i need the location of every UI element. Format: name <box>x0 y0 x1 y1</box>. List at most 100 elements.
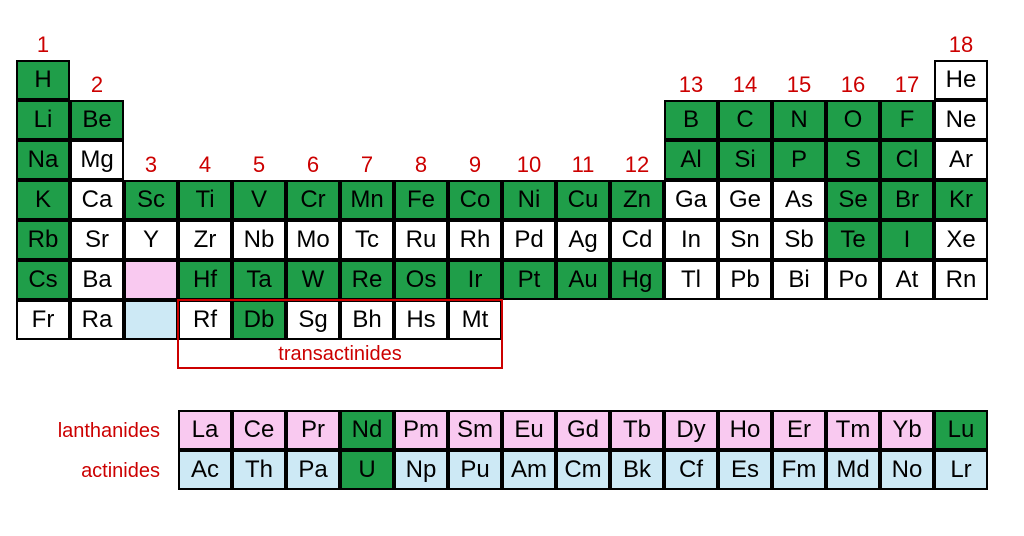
element-cell-Lu: Lu <box>934 410 988 450</box>
element-cell-Ti: Ti <box>178 180 232 220</box>
element-cell-Sb: Sb <box>772 220 826 260</box>
element-cell-Sn: Sn <box>718 220 772 260</box>
element-cell-Bk: Bk <box>610 450 664 490</box>
group-label-11: 11 <box>556 152 610 178</box>
group-label-10: 10 <box>502 152 556 178</box>
group-label-14: 14 <box>718 72 772 98</box>
element-cell-Bi: Bi <box>772 260 826 300</box>
element-cell-Ru: Ru <box>394 220 448 260</box>
group-label-2: 2 <box>70 72 124 98</box>
element-cell-Co: Co <box>448 180 502 220</box>
element-cell-La: La <box>178 410 232 450</box>
element-cell-Al: Al <box>664 140 718 180</box>
group-label-1: 1 <box>16 32 70 58</box>
element-cell-Sc: Sc <box>124 180 178 220</box>
element-cell-Y: Y <box>124 220 178 260</box>
group-label-16: 16 <box>826 72 880 98</box>
element-cell-r6c2 <box>124 300 178 340</box>
element-cell-Mo: Mo <box>286 220 340 260</box>
element-cell-Ir: Ir <box>448 260 502 300</box>
element-cell-Ta: Ta <box>232 260 286 300</box>
element-cell-Nb: Nb <box>232 220 286 260</box>
element-cell-Na: Na <box>16 140 70 180</box>
element-cell-Ni: Ni <box>502 180 556 220</box>
element-cell-F: F <box>880 100 934 140</box>
element-cell-Cu: Cu <box>556 180 610 220</box>
element-cell-N: N <box>772 100 826 140</box>
element-cell-S: S <box>826 140 880 180</box>
element-cell-Te: Te <box>826 220 880 260</box>
element-cell-Pu: Pu <box>448 450 502 490</box>
element-cell-Eu: Eu <box>502 410 556 450</box>
element-cell-Cr: Cr <box>286 180 340 220</box>
element-cell-Tm: Tm <box>826 410 880 450</box>
element-cell-Po: Po <box>826 260 880 300</box>
element-cell-As: As <box>772 180 826 220</box>
element-cell-Ag: Ag <box>556 220 610 260</box>
element-cell-Lr: Lr <box>934 450 988 490</box>
element-cell-Rn: Rn <box>934 260 988 300</box>
element-cell-Sr: Sr <box>70 220 124 260</box>
element-cell-Ar: Ar <box>934 140 988 180</box>
element-cell-U: U <box>340 450 394 490</box>
group-label-8: 8 <box>394 152 448 178</box>
element-cell-Ba: Ba <box>70 260 124 300</box>
element-cell-r5c2 <box>124 260 178 300</box>
element-cell-I: I <box>880 220 934 260</box>
element-cell-Si: Si <box>718 140 772 180</box>
element-cell-Zr: Zr <box>178 220 232 260</box>
element-cell-Cd: Cd <box>610 220 664 260</box>
element-cell-Fm: Fm <box>772 450 826 490</box>
element-cell-Hg: Hg <box>610 260 664 300</box>
group-label-17: 17 <box>880 72 934 98</box>
group-label-18: 18 <box>934 32 988 58</box>
group-label-13: 13 <box>664 72 718 98</box>
element-cell-He: He <box>934 60 988 100</box>
element-cell-Ra: Ra <box>70 300 124 340</box>
element-cell-Cm: Cm <box>556 450 610 490</box>
element-cell-Np: Np <box>394 450 448 490</box>
element-cell-Br: Br <box>880 180 934 220</box>
element-cell-Ac: Ac <box>178 450 232 490</box>
element-cell-Ce: Ce <box>232 410 286 450</box>
periodic-table: HHeLiBeBCNOFNeNaMgAlSiPSClArKCaScTiVCrMn… <box>10 10 1014 526</box>
group-label-15: 15 <box>772 72 826 98</box>
element-cell-Ge: Ge <box>718 180 772 220</box>
element-cell-Dy: Dy <box>664 410 718 450</box>
element-cell-Tb: Tb <box>610 410 664 450</box>
element-cell-Tl: Tl <box>664 260 718 300</box>
element-cell-Sm: Sm <box>448 410 502 450</box>
element-cell-V: V <box>232 180 286 220</box>
element-cell-Nd: Nd <box>340 410 394 450</box>
element-cell-Ne: Ne <box>934 100 988 140</box>
element-cell-Kr: Kr <box>934 180 988 220</box>
lanthanides-label: lanthanides <box>40 420 160 443</box>
element-cell-At: At <box>880 260 934 300</box>
element-cell-Md: Md <box>826 450 880 490</box>
element-cell-Ho: Ho <box>718 410 772 450</box>
element-cell-No: No <box>880 450 934 490</box>
element-cell-Pt: Pt <box>502 260 556 300</box>
transactinides-label: transactinides <box>178 343 502 366</box>
group-label-5: 5 <box>232 152 286 178</box>
element-cell-Th: Th <box>232 450 286 490</box>
actinides-label: actinides <box>40 460 160 483</box>
element-cell-Li: Li <box>16 100 70 140</box>
element-cell-H: H <box>16 60 70 100</box>
element-cell-Pm: Pm <box>394 410 448 450</box>
element-cell-Os: Os <box>394 260 448 300</box>
element-cell-Ca: Ca <box>70 180 124 220</box>
element-cell-Xe: Xe <box>934 220 988 260</box>
element-cell-K: K <box>16 180 70 220</box>
element-cell-In: In <box>664 220 718 260</box>
element-cell-Es: Es <box>718 450 772 490</box>
element-cell-Cf: Cf <box>664 450 718 490</box>
element-cell-C: C <box>718 100 772 140</box>
element-cell-Mn: Mn <box>340 180 394 220</box>
element-cell-Pr: Pr <box>286 410 340 450</box>
element-cell-Cs: Cs <box>16 260 70 300</box>
group-label-9: 9 <box>448 152 502 178</box>
element-cell-Fr: Fr <box>16 300 70 340</box>
group-label-6: 6 <box>286 152 340 178</box>
element-cell-Am: Am <box>502 450 556 490</box>
